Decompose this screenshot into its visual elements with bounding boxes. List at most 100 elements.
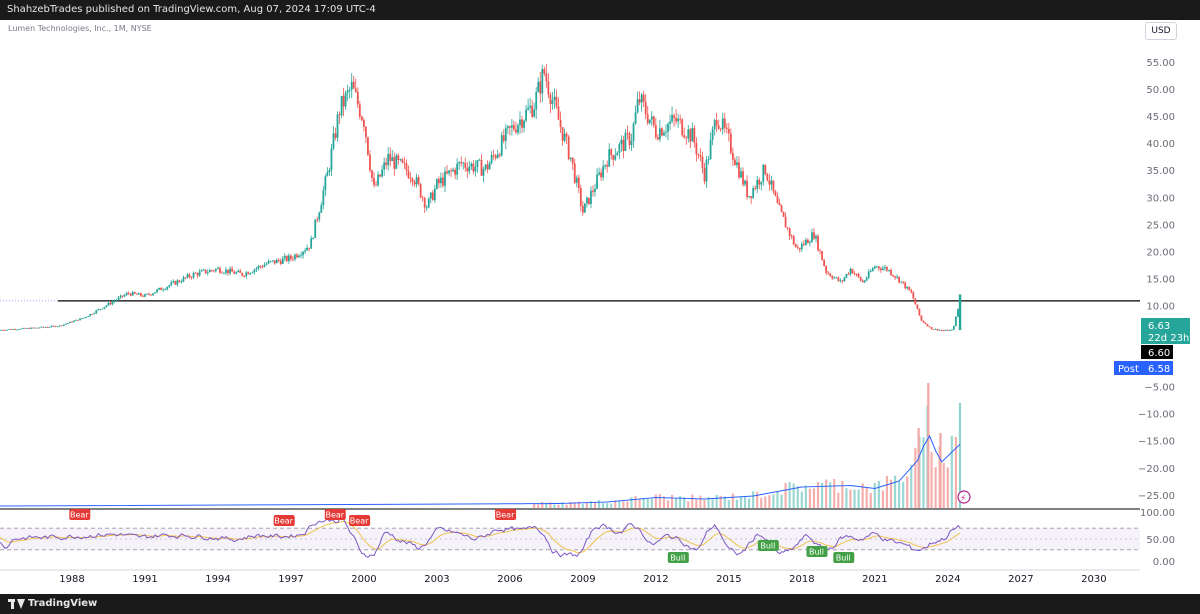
volume-bar bbox=[861, 483, 864, 508]
volume-bar bbox=[731, 493, 734, 508]
candle-body bbox=[756, 179, 759, 189]
candle-body bbox=[632, 123, 635, 142]
volume-bar bbox=[683, 497, 686, 508]
candle-body bbox=[661, 128, 663, 136]
candle-body bbox=[926, 324, 929, 327]
candle-body bbox=[360, 116, 363, 121]
candle-body bbox=[815, 235, 817, 239]
candle-body bbox=[352, 81, 355, 89]
volume-bar bbox=[719, 495, 722, 508]
candle-body bbox=[381, 169, 384, 177]
candle-body bbox=[123, 294, 126, 297]
candle-body bbox=[634, 112, 637, 124]
candle-body bbox=[758, 179, 761, 185]
candle-body bbox=[508, 126, 511, 128]
candle-body bbox=[454, 169, 457, 175]
candle-body bbox=[819, 250, 821, 252]
currency-selector[interactable]: USD bbox=[1145, 22, 1177, 40]
candle-body bbox=[723, 118, 726, 128]
time-axis-tick: 2006 bbox=[497, 574, 522, 585]
candle-body bbox=[857, 273, 860, 278]
tradingview-logo[interactable]: TradingView bbox=[8, 598, 97, 609]
candle-body bbox=[121, 295, 124, 297]
last-price-text: 6.63 bbox=[1148, 321, 1170, 332]
candle-body bbox=[588, 197, 590, 205]
candle-body bbox=[845, 273, 848, 278]
volume-bar bbox=[606, 503, 609, 508]
candle-body bbox=[630, 141, 633, 146]
candle-body bbox=[811, 232, 813, 243]
volume-bar bbox=[614, 500, 617, 508]
candle-body bbox=[900, 281, 903, 283]
candle-body bbox=[271, 260, 274, 262]
candle-body bbox=[2, 329, 4, 331]
candle-body bbox=[409, 177, 412, 179]
candle-body bbox=[397, 155, 400, 161]
candle-body bbox=[586, 197, 588, 204]
price-axis-tick: −25.00 bbox=[1138, 491, 1175, 502]
candle-body bbox=[330, 148, 333, 170]
candle-body bbox=[73, 320, 75, 323]
candle-body bbox=[87, 316, 90, 318]
signal-label-bear: Bear bbox=[349, 515, 371, 526]
candle-body bbox=[202, 269, 205, 271]
published-text: ShahzebTrades published on TradingView.c… bbox=[7, 4, 376, 15]
candle-body bbox=[36, 327, 39, 329]
candle-body bbox=[472, 163, 475, 172]
candle-body bbox=[764, 164, 767, 175]
candle-body bbox=[952, 325, 955, 330]
candle-body bbox=[356, 91, 359, 105]
volume-bar bbox=[825, 479, 828, 508]
volume-bar bbox=[735, 499, 739, 508]
candle-body bbox=[350, 81, 353, 90]
volume-bar bbox=[630, 497, 633, 508]
candle-body bbox=[521, 119, 523, 128]
candle-body bbox=[129, 293, 132, 296]
volume-bar bbox=[914, 448, 917, 508]
candle-body bbox=[322, 190, 325, 206]
candle-body bbox=[561, 127, 564, 141]
candle-body bbox=[673, 115, 675, 118]
candle-body bbox=[656, 137, 659, 140]
volume-bar bbox=[885, 475, 889, 508]
candle-body bbox=[912, 292, 915, 299]
candle-body bbox=[204, 269, 207, 274]
volume-bar bbox=[553, 504, 556, 508]
candle-body bbox=[867, 271, 870, 278]
rsi-axis-tick: 100.00 bbox=[1140, 508, 1175, 519]
candle-body bbox=[685, 137, 688, 139]
candle-body bbox=[827, 272, 830, 274]
candle-body bbox=[431, 192, 434, 201]
volume-bar bbox=[634, 496, 637, 508]
tradingview-logo-icon bbox=[8, 598, 25, 609]
chart-frame[interactable] bbox=[0, 20, 1200, 594]
candle-body bbox=[804, 239, 807, 245]
candle-body bbox=[16, 329, 19, 331]
candle-body bbox=[636, 99, 639, 113]
candle-body bbox=[194, 272, 197, 274]
candle-body bbox=[415, 177, 418, 185]
candle-body bbox=[419, 183, 422, 198]
candle-body bbox=[608, 149, 611, 167]
volume-bar bbox=[597, 500, 601, 508]
volume-bar bbox=[800, 491, 803, 508]
candle-body bbox=[247, 272, 250, 275]
candle-body bbox=[188, 274, 191, 278]
volume-bar bbox=[893, 475, 897, 508]
candle-body bbox=[515, 129, 517, 133]
candle-body bbox=[83, 317, 85, 319]
time-axis-tick: 2012 bbox=[643, 574, 668, 585]
candle-body bbox=[417, 177, 420, 184]
candle-body bbox=[559, 119, 562, 128]
candle-body bbox=[877, 266, 880, 269]
candle-body bbox=[890, 270, 892, 275]
signal-label-bull: Bull bbox=[806, 546, 828, 557]
volume-bar bbox=[581, 503, 584, 508]
candle-body bbox=[358, 104, 361, 117]
candle-body bbox=[831, 276, 834, 279]
candle-body bbox=[362, 120, 365, 127]
volume-bar bbox=[541, 502, 544, 508]
time-axis-tick: 1988 bbox=[59, 574, 84, 585]
candle-body bbox=[131, 292, 134, 296]
